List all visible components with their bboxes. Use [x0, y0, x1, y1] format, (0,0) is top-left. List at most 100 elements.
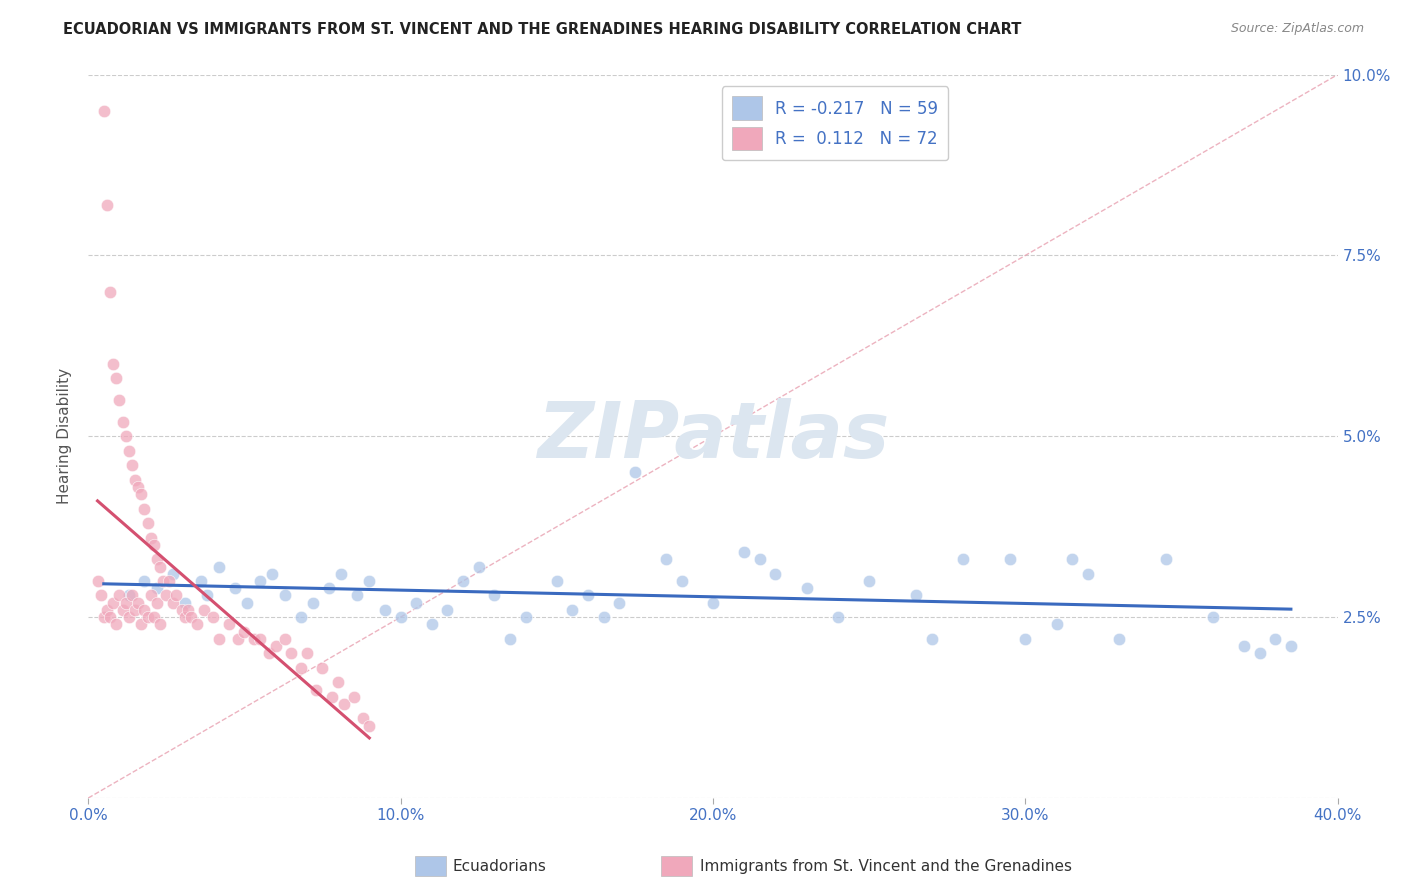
Point — [389, 610, 412, 624]
Point — [1279, 639, 1302, 653]
Point — [1249, 646, 1271, 660]
Point — [208, 559, 231, 574]
Point — [733, 545, 755, 559]
Point — [162, 566, 184, 581]
Point — [118, 610, 141, 624]
Point — [236, 596, 259, 610]
Point — [592, 610, 614, 624]
Point — [1202, 610, 1225, 624]
Point — [202, 610, 225, 624]
Text: ECUADORIAN VS IMMIGRANTS FROM ST. VINCENT AND THE GRENADINES HEARING DISABILITY : ECUADORIAN VS IMMIGRANTS FROM ST. VINCEN… — [63, 22, 1022, 37]
Point — [905, 589, 928, 603]
Point — [121, 458, 143, 473]
Point — [186, 617, 208, 632]
Point — [142, 538, 165, 552]
Point — [180, 610, 202, 624]
Point — [101, 596, 124, 610]
Point — [1014, 632, 1036, 646]
Point — [561, 603, 583, 617]
Point — [295, 646, 318, 660]
Point — [290, 610, 312, 624]
Point — [765, 566, 787, 581]
Point — [274, 632, 297, 646]
Point — [998, 552, 1021, 566]
Point — [114, 596, 136, 610]
Point — [311, 661, 333, 675]
Point — [224, 581, 246, 595]
Point — [671, 574, 693, 588]
Point — [305, 682, 328, 697]
Point — [546, 574, 568, 588]
Point — [146, 581, 169, 595]
Point — [96, 603, 118, 617]
Point — [111, 415, 134, 429]
Text: Immigrants from St. Vincent and the Grenadines: Immigrants from St. Vincent and the Gren… — [700, 859, 1073, 873]
Point — [142, 610, 165, 624]
Point — [484, 589, 506, 603]
Point — [359, 574, 381, 588]
Point — [208, 632, 231, 646]
Point — [499, 632, 522, 646]
Point — [146, 552, 169, 566]
Point — [858, 574, 880, 588]
Text: Ecuadorians: Ecuadorians — [453, 859, 547, 873]
Point — [655, 552, 678, 566]
Point — [129, 487, 152, 501]
Point — [136, 610, 159, 624]
Point — [1045, 617, 1067, 632]
Text: ZIPatlas: ZIPatlas — [537, 399, 889, 475]
Point — [343, 690, 366, 704]
Point — [1077, 566, 1099, 581]
Point — [134, 603, 156, 617]
Point — [420, 617, 443, 632]
Point — [321, 690, 343, 704]
Point — [515, 610, 537, 624]
Point — [155, 589, 177, 603]
Y-axis label: Hearing Disability: Hearing Disability — [58, 368, 72, 504]
Point — [174, 610, 197, 624]
Point — [105, 371, 128, 385]
Point — [451, 574, 474, 588]
Point — [1062, 552, 1084, 566]
Point — [318, 581, 340, 595]
Point — [702, 596, 724, 610]
Point — [796, 581, 818, 595]
Point — [134, 501, 156, 516]
Point — [165, 589, 187, 603]
Point — [127, 596, 149, 610]
Point — [98, 610, 121, 624]
Point — [105, 617, 128, 632]
Point — [1154, 552, 1177, 566]
Point — [576, 589, 599, 603]
Point — [177, 603, 200, 617]
Point — [748, 552, 770, 566]
Point — [607, 596, 630, 610]
Point — [124, 603, 146, 617]
Point — [124, 473, 146, 487]
Point — [101, 357, 124, 371]
Point — [333, 697, 356, 711]
Point — [346, 589, 368, 603]
Point — [195, 589, 218, 603]
Point — [249, 632, 271, 646]
Point — [302, 596, 325, 610]
Point — [162, 596, 184, 610]
Point — [290, 661, 312, 675]
Point — [96, 198, 118, 212]
Point — [190, 574, 212, 588]
Point — [1108, 632, 1130, 646]
Point — [952, 552, 974, 566]
Point — [193, 603, 215, 617]
Point — [374, 603, 396, 617]
Text: Source: ZipAtlas.com: Source: ZipAtlas.com — [1230, 22, 1364, 36]
Point — [326, 675, 349, 690]
Point — [108, 589, 131, 603]
Point — [352, 711, 374, 725]
Point — [108, 393, 131, 408]
Point — [98, 285, 121, 299]
Point — [467, 559, 489, 574]
Point — [218, 617, 240, 632]
Point — [114, 429, 136, 443]
Point — [86, 574, 108, 588]
Point — [149, 617, 172, 632]
